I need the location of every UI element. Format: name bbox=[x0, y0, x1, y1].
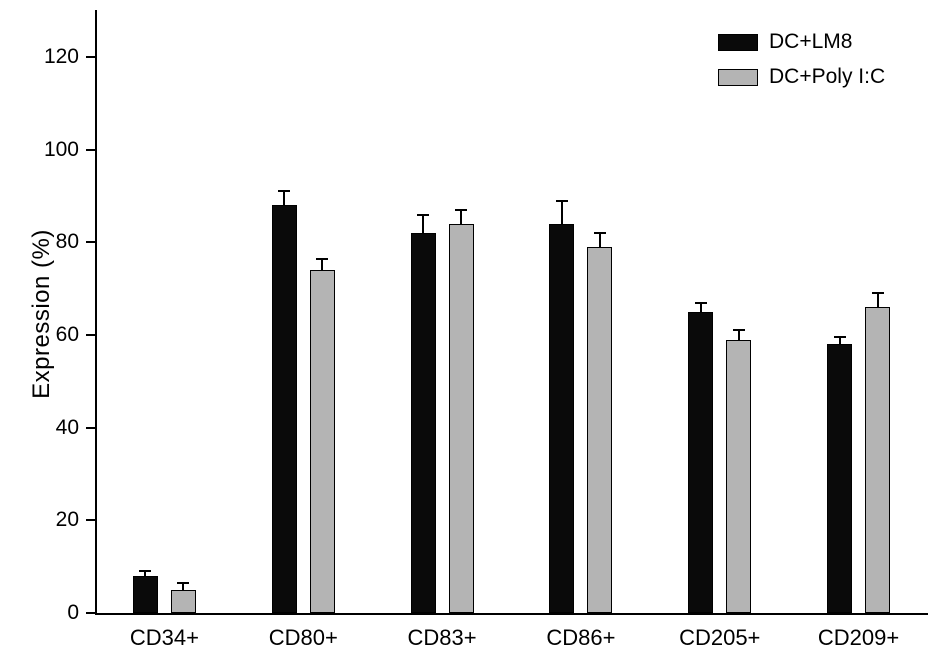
error-bar-cap bbox=[732, 329, 745, 332]
legend-item-dc-poly-ic: DC+Poly I:C bbox=[718, 65, 885, 89]
y-tick bbox=[86, 612, 95, 614]
x-category-label: CD86+ bbox=[546, 625, 616, 650]
error-bar bbox=[838, 337, 841, 345]
legend-swatch-dc-poly-ic bbox=[718, 68, 758, 86]
bar-dc-lm8-cd205 bbox=[688, 311, 714, 613]
error-bar-cap bbox=[177, 581, 190, 584]
x-category-label: CD205+ bbox=[679, 625, 761, 650]
bar-dc-lm8-cd209 bbox=[827, 344, 853, 613]
error-bar-cap bbox=[593, 232, 606, 235]
y-tick-label: 0 bbox=[67, 601, 79, 624]
legend-item-dc-lm8: DC+LM8 bbox=[718, 30, 885, 54]
y-tick bbox=[86, 519, 95, 522]
y-tick bbox=[86, 334, 95, 336]
error-bar bbox=[144, 571, 147, 576]
y-tick bbox=[86, 426, 95, 429]
bar-dc-poly-i-c-cd205 bbox=[726, 339, 752, 613]
legend-label-dc-poly-ic: DC+Poly I:C bbox=[769, 65, 886, 88]
error-bar-cap bbox=[455, 208, 468, 211]
error-bar bbox=[737, 330, 740, 340]
error-bar-cap bbox=[833, 336, 846, 339]
x-category-label: CD83+ bbox=[407, 625, 477, 650]
bar-dc-poly-i-c-cd80 bbox=[309, 270, 335, 613]
y-tick-label: 80 bbox=[55, 230, 79, 254]
legend: DC+LM8 DC+Poly I:C bbox=[718, 30, 885, 100]
error-bar bbox=[699, 302, 702, 312]
y-tick bbox=[86, 56, 95, 58]
bar-dc-lm8-cd83 bbox=[410, 233, 436, 613]
error-bar bbox=[321, 258, 324, 271]
legend-swatch-dc-lm8 bbox=[718, 33, 758, 51]
error-bar bbox=[283, 191, 286, 206]
x-axis bbox=[95, 613, 928, 615]
error-bar-cap bbox=[139, 570, 152, 573]
error-bar bbox=[876, 293, 879, 308]
bar-dc-lm8-cd86 bbox=[549, 223, 575, 613]
bar-dc-poly-i-c-cd34 bbox=[170, 589, 196, 613]
error-bar bbox=[182, 582, 185, 590]
y-tick bbox=[86, 148, 95, 151]
y-axis bbox=[95, 10, 97, 615]
y-tick-label: 120 bbox=[43, 45, 79, 68]
error-bar bbox=[598, 233, 601, 247]
bar-dc-poly-i-c-cd86 bbox=[587, 246, 613, 613]
y-tick-label: 60 bbox=[55, 323, 79, 346]
bar-dc-poly-i-c-cd209 bbox=[865, 307, 891, 613]
error-bar bbox=[422, 214, 425, 234]
error-bar-cap bbox=[871, 292, 884, 295]
y-axis-title: Expression (%) bbox=[28, 229, 55, 399]
x-category-label: CD34+ bbox=[129, 625, 199, 650]
x-category-label: CD80+ bbox=[268, 625, 338, 650]
y-tick bbox=[86, 241, 95, 244]
y-tick-label: 20 bbox=[55, 508, 79, 532]
x-category-label: CD209+ bbox=[817, 625, 900, 650]
bar-dc-lm8-cd80 bbox=[271, 205, 297, 613]
y-tick-label: 100 bbox=[43, 137, 79, 161]
y-tick-label: 40 bbox=[55, 415, 79, 439]
error-bar-cap bbox=[278, 190, 291, 193]
bar-dc-lm8-cd34 bbox=[132, 575, 158, 613]
legend-label-dc-lm8: DC+LM8 bbox=[769, 30, 853, 53]
error-bar-cap bbox=[694, 301, 707, 304]
bar-dc-poly-i-c-cd83 bbox=[448, 223, 474, 613]
error-bar bbox=[460, 209, 463, 224]
error-bar-cap bbox=[555, 199, 568, 202]
error-bar-cap bbox=[316, 257, 329, 260]
error-bar bbox=[560, 200, 563, 224]
error-bar-cap bbox=[417, 213, 430, 216]
